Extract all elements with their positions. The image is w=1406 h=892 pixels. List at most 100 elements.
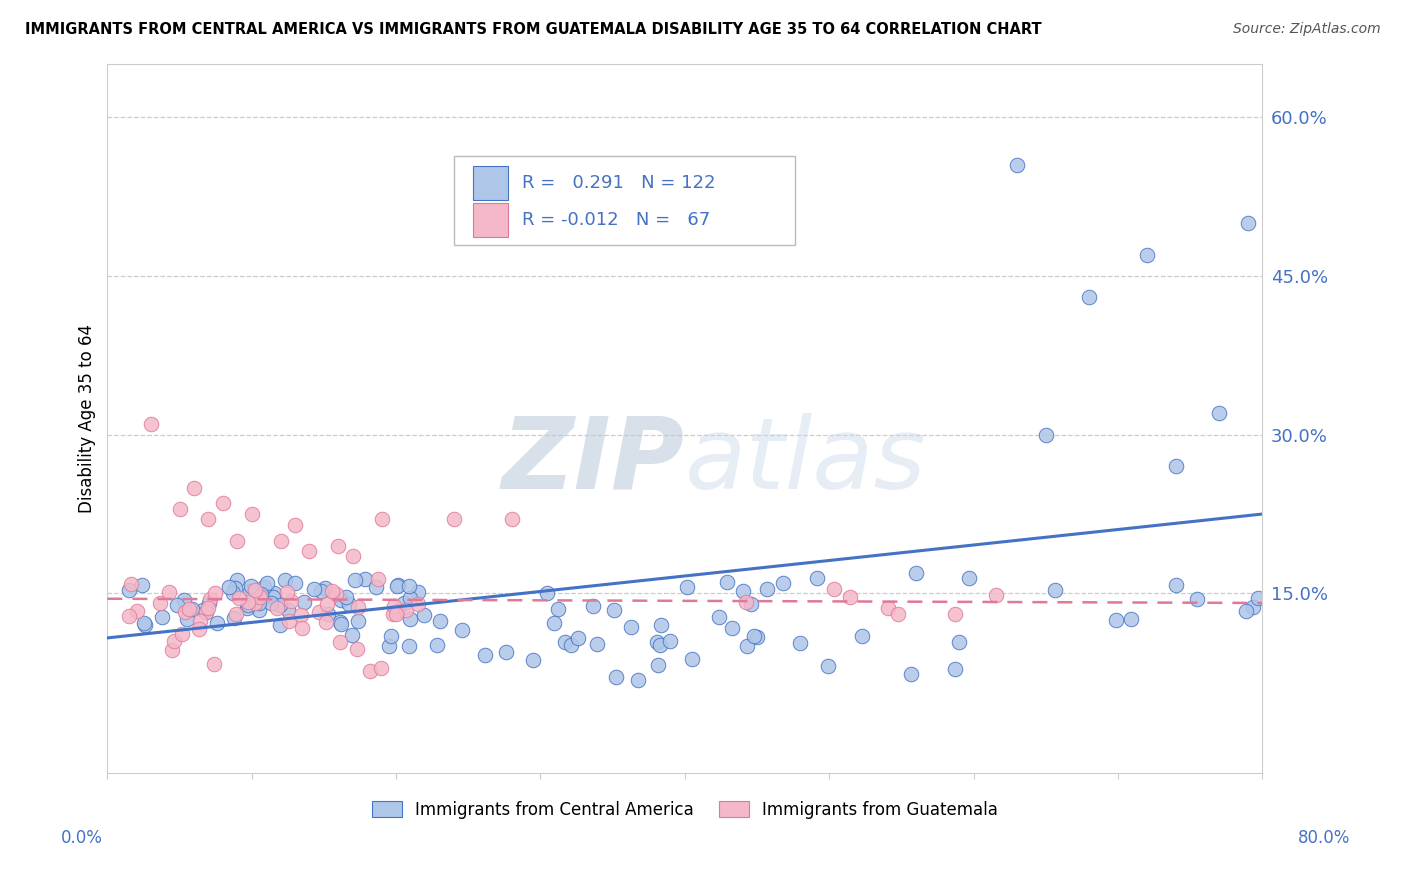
Point bbox=[127, 604, 149, 618]
Point bbox=[659, 633, 682, 648]
Point bbox=[1119, 612, 1142, 626]
Point bbox=[243, 584, 266, 599]
Point bbox=[315, 615, 337, 630]
Point bbox=[735, 639, 758, 653]
Point bbox=[681, 652, 703, 666]
Point bbox=[340, 628, 363, 642]
Point bbox=[346, 641, 368, 656]
Point bbox=[321, 584, 343, 599]
Point bbox=[173, 606, 195, 620]
Point bbox=[176, 612, 198, 626]
Point bbox=[370, 661, 392, 675]
Text: ZIP: ZIP bbox=[502, 413, 685, 510]
Point bbox=[166, 598, 188, 612]
Point bbox=[180, 602, 202, 616]
Point bbox=[1185, 592, 1208, 607]
Text: 0.0%: 0.0% bbox=[60, 829, 103, 847]
Point bbox=[347, 614, 370, 628]
Point bbox=[183, 481, 205, 495]
Point bbox=[329, 616, 352, 631]
Point bbox=[495, 644, 517, 658]
Point bbox=[381, 607, 404, 622]
Point bbox=[399, 612, 422, 626]
Point bbox=[707, 610, 730, 624]
Point bbox=[342, 549, 364, 564]
Point bbox=[245, 582, 267, 597]
Point bbox=[605, 670, 627, 684]
Point bbox=[325, 587, 347, 601]
Point bbox=[276, 585, 298, 599]
Point bbox=[329, 615, 352, 629]
Point bbox=[406, 597, 429, 611]
Text: 80.0%: 80.0% bbox=[1298, 829, 1351, 847]
Point bbox=[222, 611, 245, 625]
Point bbox=[256, 576, 278, 591]
Point bbox=[740, 598, 762, 612]
Bar bbox=[474, 166, 508, 201]
Point bbox=[567, 631, 589, 645]
Point bbox=[290, 621, 312, 635]
Point bbox=[582, 599, 605, 613]
Point bbox=[225, 607, 247, 622]
Point bbox=[328, 539, 350, 553]
Point bbox=[198, 591, 221, 606]
Point bbox=[560, 638, 582, 652]
Point bbox=[315, 597, 337, 611]
Point bbox=[118, 582, 141, 597]
Point bbox=[1241, 600, 1264, 615]
Point bbox=[1208, 407, 1230, 421]
Point bbox=[522, 653, 544, 667]
Point bbox=[202, 657, 225, 672]
Point bbox=[302, 582, 325, 596]
Point bbox=[716, 574, 738, 589]
Point bbox=[245, 596, 267, 610]
Point bbox=[1005, 158, 1028, 172]
Point bbox=[236, 598, 259, 612]
Point bbox=[650, 617, 672, 632]
Point bbox=[292, 595, 315, 609]
Point bbox=[392, 596, 415, 610]
Point bbox=[1234, 604, 1257, 618]
Point bbox=[250, 587, 273, 601]
Point bbox=[284, 576, 307, 591]
Point bbox=[547, 601, 569, 615]
Point bbox=[249, 591, 271, 605]
Point bbox=[1247, 591, 1270, 606]
Point bbox=[160, 642, 183, 657]
Point bbox=[240, 579, 263, 593]
Point bbox=[647, 658, 669, 673]
Point bbox=[876, 601, 898, 615]
Point bbox=[236, 595, 259, 609]
Point bbox=[139, 417, 162, 431]
Point bbox=[177, 602, 200, 616]
Point bbox=[149, 596, 172, 610]
Point bbox=[382, 599, 405, 613]
Text: atlas: atlas bbox=[685, 413, 927, 510]
Point bbox=[239, 583, 262, 598]
Point bbox=[274, 573, 297, 587]
Point bbox=[298, 544, 321, 558]
Point bbox=[645, 635, 668, 649]
Point bbox=[742, 629, 765, 643]
Point bbox=[347, 600, 370, 615]
Point bbox=[395, 603, 418, 617]
Point bbox=[354, 572, 377, 586]
Point bbox=[263, 585, 285, 599]
Point bbox=[236, 601, 259, 615]
Point bbox=[172, 626, 194, 640]
Point bbox=[157, 585, 180, 599]
Point bbox=[731, 583, 754, 598]
Point bbox=[1164, 578, 1187, 592]
Point bbox=[247, 603, 270, 617]
Point bbox=[132, 615, 155, 630]
Point bbox=[224, 581, 246, 595]
Point bbox=[370, 512, 392, 526]
Point bbox=[554, 635, 576, 649]
Point bbox=[412, 607, 434, 622]
Point bbox=[745, 630, 768, 644]
Legend: Immigrants from Central America, Immigrants from Guatemala: Immigrants from Central America, Immigra… bbox=[366, 794, 1005, 825]
Point bbox=[380, 629, 402, 643]
Point bbox=[240, 507, 263, 521]
Point bbox=[603, 603, 626, 617]
Point bbox=[387, 604, 409, 618]
